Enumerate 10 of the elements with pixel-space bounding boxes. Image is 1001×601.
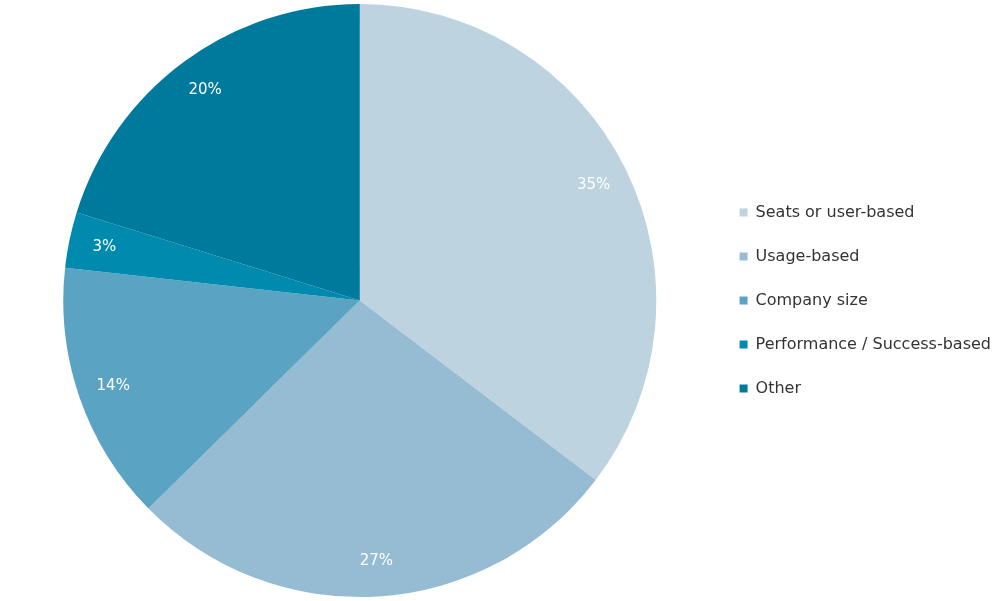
data-label: 35% bbox=[576, 174, 611, 193]
legend-label: Other bbox=[755, 377, 802, 397]
legend-label: Seats or user-based bbox=[755, 201, 915, 221]
legend-label: Performance / Success-based bbox=[755, 333, 992, 353]
data-label: 14% bbox=[96, 375, 130, 394]
data-label: 20% bbox=[188, 80, 222, 99]
data-label: 27% bbox=[359, 550, 394, 569]
legend-label: Company size bbox=[755, 289, 868, 309]
data-label: 3% bbox=[92, 236, 117, 255]
legend-label: Usage-based bbox=[755, 245, 860, 265]
